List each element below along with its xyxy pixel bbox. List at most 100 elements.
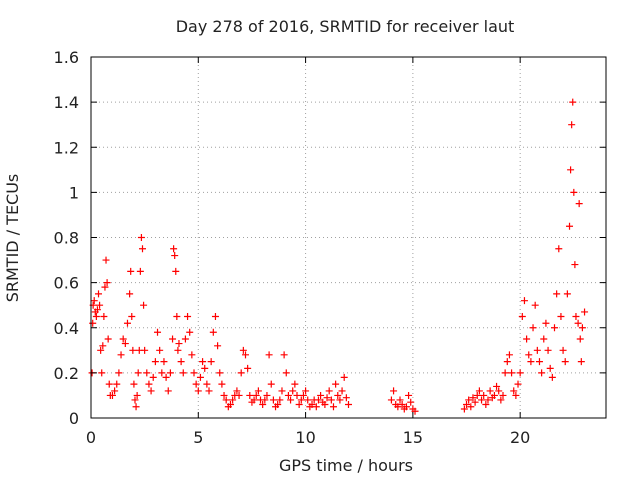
data-point xyxy=(184,312,192,320)
data-point xyxy=(390,387,398,395)
data-point xyxy=(323,394,331,402)
data-point xyxy=(174,346,182,354)
data-point xyxy=(411,407,419,415)
data-point xyxy=(237,369,245,377)
data-point xyxy=(128,312,136,320)
data-point xyxy=(173,312,181,320)
data-point xyxy=(475,387,483,395)
data-point xyxy=(140,301,148,309)
data-point xyxy=(130,380,138,388)
data-point xyxy=(147,387,155,395)
data-point xyxy=(101,283,109,291)
data-point xyxy=(291,380,299,388)
data-point xyxy=(274,400,282,408)
data-point xyxy=(129,346,137,354)
data-point xyxy=(505,351,513,359)
y-tick-label: 0 xyxy=(69,409,79,428)
data-point xyxy=(407,398,415,406)
data-point xyxy=(99,342,107,350)
data-point xyxy=(201,364,209,372)
data-point xyxy=(490,391,498,399)
data-point xyxy=(244,364,252,372)
plot-area xyxy=(90,56,607,419)
data-point xyxy=(95,290,103,298)
data-point xyxy=(181,335,189,343)
data-point xyxy=(179,369,187,377)
data-point xyxy=(220,391,228,399)
data-point xyxy=(136,267,144,275)
data-point xyxy=(158,369,166,377)
data-point xyxy=(137,234,145,241)
data-point xyxy=(508,369,516,377)
data-point xyxy=(312,403,320,411)
data-point xyxy=(387,396,395,404)
data-point xyxy=(235,391,243,399)
data-point xyxy=(113,380,121,388)
data-point xyxy=(170,245,178,253)
data-point xyxy=(196,373,204,381)
chart-title: Day 278 of 2016, SRMTID for receiver lau… xyxy=(176,17,515,36)
data-point xyxy=(192,380,200,388)
data-points xyxy=(88,98,589,415)
data-point xyxy=(332,380,340,388)
data-point xyxy=(108,391,116,399)
data-point xyxy=(402,403,410,411)
data-point xyxy=(569,98,577,106)
data-point xyxy=(267,380,275,388)
data-point xyxy=(529,324,537,332)
data-point xyxy=(581,308,589,316)
data-point xyxy=(304,396,312,404)
data-point xyxy=(317,391,325,399)
data-point xyxy=(568,121,576,129)
data-point xyxy=(123,319,131,327)
data-point xyxy=(542,319,550,327)
data-point xyxy=(553,290,561,298)
data-point xyxy=(495,387,503,395)
data-point xyxy=(169,335,177,343)
y-tick-label: 1.4 xyxy=(54,93,79,112)
data-point xyxy=(473,391,481,399)
x-tick-label: 20 xyxy=(510,428,530,447)
data-point xyxy=(510,387,518,395)
data-point xyxy=(576,335,584,343)
data-point xyxy=(484,396,492,404)
data-point xyxy=(280,351,288,359)
data-point xyxy=(478,396,486,404)
data-point xyxy=(194,387,202,395)
data-point xyxy=(141,346,149,354)
data-point xyxy=(151,358,159,366)
data-point xyxy=(293,391,301,399)
data-point xyxy=(469,394,477,402)
x-tick-label: 0 xyxy=(86,428,96,447)
data-point xyxy=(551,324,558,332)
data-point xyxy=(531,301,539,309)
y-axis-label: SRMTID / TECUs xyxy=(3,174,22,303)
data-point xyxy=(548,373,556,381)
y-tick-label: 1 xyxy=(69,183,79,202)
data-point xyxy=(166,369,174,377)
data-point xyxy=(559,346,567,354)
data-point xyxy=(190,369,198,377)
data-point xyxy=(463,400,471,408)
data-point xyxy=(229,396,237,404)
data-point xyxy=(523,335,531,343)
data-point xyxy=(278,387,286,395)
data-point xyxy=(295,400,303,408)
data-point xyxy=(115,369,123,377)
data-point xyxy=(575,200,583,208)
data-point xyxy=(233,387,241,395)
data-point xyxy=(302,387,310,395)
data-point xyxy=(209,328,217,336)
data-point xyxy=(172,267,180,275)
data-point xyxy=(334,391,342,399)
data-point xyxy=(205,387,213,395)
data-point xyxy=(186,328,194,336)
data-point xyxy=(327,396,335,404)
data-point xyxy=(577,358,585,366)
data-point xyxy=(405,391,413,399)
data-point xyxy=(503,358,511,366)
data-point xyxy=(308,400,316,408)
data-point xyxy=(89,319,97,327)
data-point xyxy=(93,306,101,314)
data-point xyxy=(336,396,344,404)
